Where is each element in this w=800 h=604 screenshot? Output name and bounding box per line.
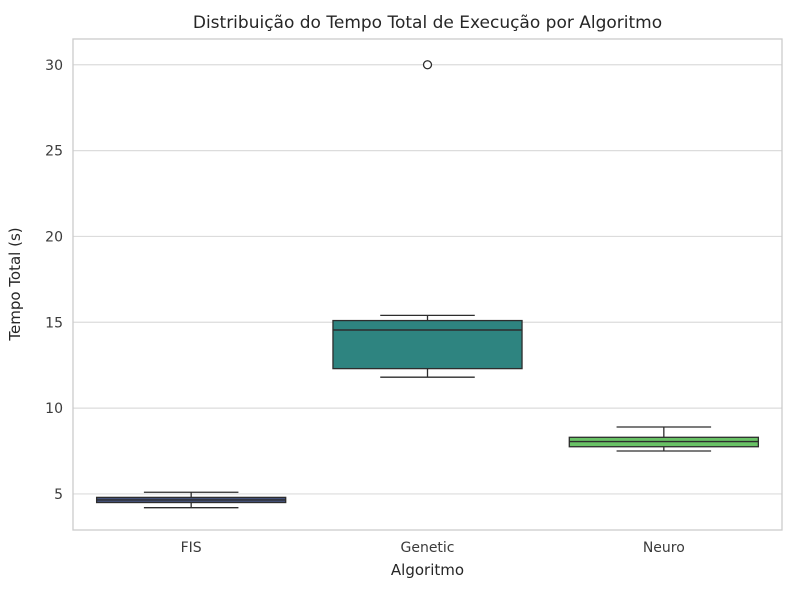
x-tick-label-Genetic: Genetic [400, 540, 454, 556]
y-tick-label: 5 [54, 487, 63, 503]
x-tick-label-Neuro: Neuro [643, 540, 685, 556]
y-tick-label: 30 [45, 58, 63, 74]
y-tick-label: 25 [45, 144, 63, 160]
y-tick-label: 20 [45, 229, 63, 245]
x-axis-label: Algoritmo [390, 561, 465, 579]
x-tick-label-FIS: FIS [181, 540, 202, 556]
box-Genetic [332, 319, 523, 370]
y-axis-label: Tempo Total (s) [6, 227, 24, 341]
chart-title: Distribuição do Tempo Total de Execução … [192, 13, 663, 33]
plot-area [73, 39, 782, 530]
outlier-point-Genetic [422, 60, 433, 70]
y-tick-label: 10 [45, 401, 63, 417]
plot-spines [72, 38, 783, 531]
y-tick-label: 15 [45, 315, 63, 331]
